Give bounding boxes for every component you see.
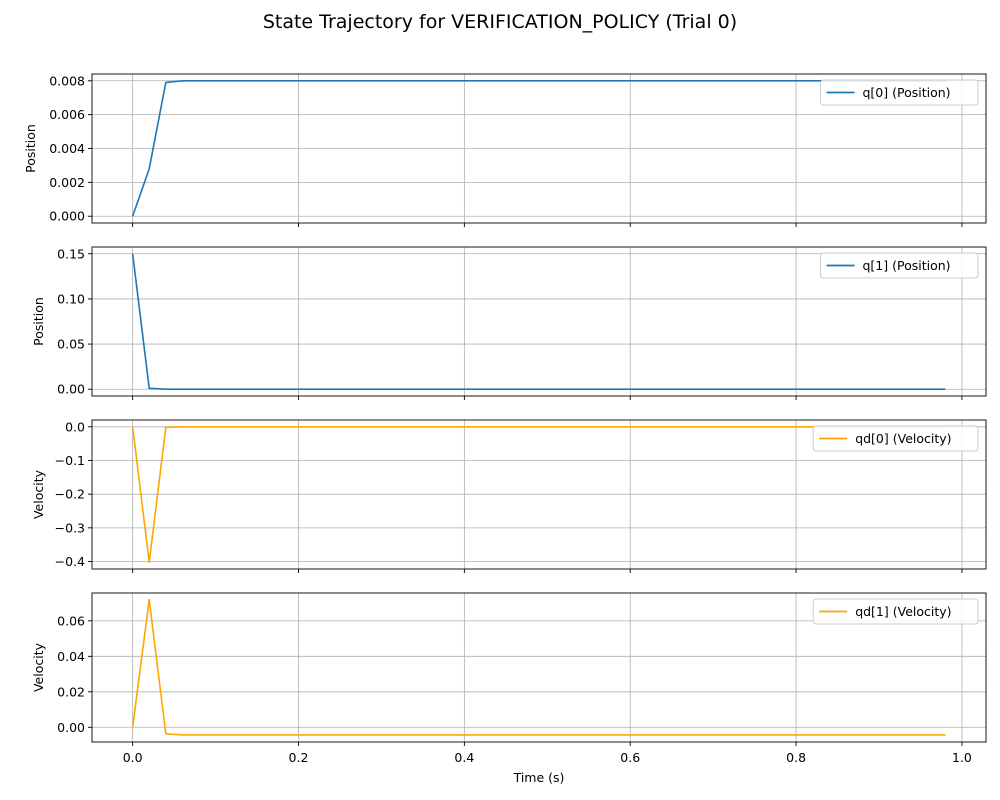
y-axis-label: Position	[31, 297, 46, 346]
legend: qd[0] (Velocity)	[812, 425, 979, 452]
y-axis-label: Velocity	[31, 642, 46, 692]
legend-label: qd[0] (Velocity)	[855, 431, 951, 446]
axes-frame	[91, 592, 987, 743]
legend: q[0] (Position)	[820, 79, 979, 106]
y-tick-label: 0.004	[49, 141, 85, 156]
y-tick-label: 0.00	[57, 382, 85, 397]
y-tick-label: −0.2	[55, 487, 85, 502]
series-line-3-0	[131, 598, 946, 736]
x-tick-label: 1.0	[952, 750, 972, 765]
legend-label: q[0] (Position)	[863, 85, 951, 100]
subplot-0: 0.000 0.002 0.004 0.006 0.008 Position q[0] (P…	[23, 73, 987, 227]
y-tick-label: 0.00	[57, 720, 85, 735]
figure-title: State Trajectory for VERIFICATION_POLICY…	[262, 11, 738, 33]
legend-label: qd[1] (Velocity)	[855, 604, 951, 619]
subplot-2: 0.0 −0.1 −0.2 −0.3 −0.4 Velocity qd[0] (Veloci…	[31, 419, 987, 573]
y-tick-label: 0.05	[57, 337, 85, 352]
series-line-2-0	[131, 425, 946, 564]
series-line-0-0	[131, 79, 946, 217]
subplot-3: 0.00 0.02 0.04 0.06 0.0 0.2 0.4 0.6 0.8 1.0 Veloci…	[31, 592, 987, 765]
legend: qd[1] (Velocity)	[812, 598, 979, 625]
y-tick-label: 0.000	[49, 209, 85, 224]
y-axis-label: Velocity	[31, 469, 46, 519]
x-tick-label: 0.2	[289, 750, 309, 765]
y-tick-label: 0.02	[57, 684, 85, 699]
x-axis-label: Time (s)	[513, 770, 565, 785]
y-axis-label: Position	[23, 124, 38, 173]
legend-box	[820, 79, 979, 106]
x-tick-label: 0.8	[786, 750, 806, 765]
y-tick-label: −0.4	[55, 554, 85, 569]
x-tick-label: 0.6	[620, 750, 640, 765]
legend-box	[820, 252, 979, 279]
y-tick-label: 0.0	[65, 419, 85, 434]
y-tick-label: 0.008	[49, 73, 85, 88]
y-tick-label: −0.1	[55, 453, 85, 468]
y-tick-label: 0.002	[49, 175, 85, 190]
y-tick-label: 0.006	[49, 107, 85, 122]
legend: q[1] (Position)	[820, 252, 979, 279]
x-tick-label: 0.4	[454, 750, 474, 765]
x-tick-label: 0.0	[123, 750, 143, 765]
legend-label: q[1] (Position)	[863, 258, 951, 273]
series-line-1-0	[131, 253, 946, 391]
subplot-1: 0.00 0.05 0.10 0.15 Position q[1] (Position)	[31, 246, 987, 400]
axes-frame	[91, 246, 987, 397]
legend-box	[812, 598, 979, 625]
y-tick-label: 0.15	[57, 246, 85, 261]
y-tick-label: −0.3	[55, 520, 85, 535]
y-tick-label: 0.10	[57, 291, 85, 306]
y-tick-label: 0.06	[57, 613, 85, 628]
legend-box	[812, 425, 979, 452]
y-tick-label: 0.04	[57, 649, 85, 664]
